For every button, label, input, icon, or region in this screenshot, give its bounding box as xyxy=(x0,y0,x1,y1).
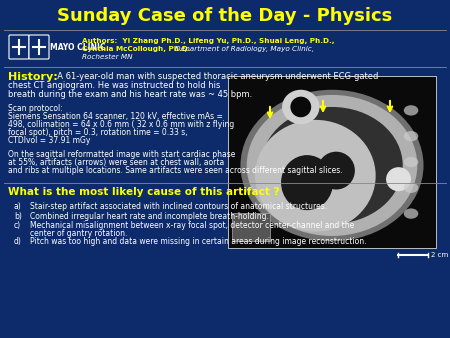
Ellipse shape xyxy=(290,97,311,117)
Text: a): a) xyxy=(14,202,22,211)
Text: Cynthia McCollough, Ph.D.: Cynthia McCollough, Ph.D. xyxy=(82,46,193,52)
Ellipse shape xyxy=(255,120,376,232)
Text: CTDIvol = 37.91 mGy: CTDIvol = 37.91 mGy xyxy=(8,136,90,145)
Ellipse shape xyxy=(404,131,419,141)
FancyBboxPatch shape xyxy=(9,35,29,59)
Text: Scan protocol:: Scan protocol: xyxy=(8,104,63,113)
Ellipse shape xyxy=(404,209,419,219)
Text: Authors:  Yi Zhang Ph.D., Lifeng Yu, Ph.D., Shuai Leng, Ph.D.,: Authors: Yi Zhang Ph.D., Lifeng Yu, Ph.D… xyxy=(82,38,334,44)
Text: Pitch was too high and data were missing in certain areas during image reconstru: Pitch was too high and data were missing… xyxy=(30,237,366,246)
Text: On the sagittal reformatted image with start cardiac phase: On the sagittal reformatted image with s… xyxy=(8,150,235,159)
Text: focal spot), pitch = 0.3, rotation time = 0.33 s,: focal spot), pitch = 0.3, rotation time … xyxy=(8,128,188,137)
Text: center of gantry rotation.: center of gantry rotation. xyxy=(30,229,127,238)
Text: A 61-year-old man with suspected thoracic aneurysm underwent ECG-gated: A 61-year-old man with suspected thoraci… xyxy=(52,72,378,81)
Text: breath during the exam and his heart rate was ~ 45 bpm.: breath during the exam and his heart rat… xyxy=(8,90,252,99)
Ellipse shape xyxy=(317,152,355,190)
Text: History:: History: xyxy=(8,72,58,82)
Text: c): c) xyxy=(14,221,21,230)
Text: b): b) xyxy=(14,212,22,221)
Text: Department of Radiology, Mayo Clinic,: Department of Radiology, Mayo Clinic, xyxy=(175,46,314,52)
Text: d): d) xyxy=(14,237,22,246)
Ellipse shape xyxy=(281,155,333,210)
Bar xyxy=(232,213,270,241)
Text: MAYO CLINIC: MAYO CLINIC xyxy=(50,43,105,51)
Text: 498, collimation = 64 x 0.6 mm ( 32 x 0.6 mm with z flying: 498, collimation = 64 x 0.6 mm ( 32 x 0.… xyxy=(8,120,234,129)
Ellipse shape xyxy=(404,105,419,116)
Ellipse shape xyxy=(261,107,403,224)
Text: at 55%, artifacts (arrows) were seen at chest wall, aorta: at 55%, artifacts (arrows) were seen at … xyxy=(8,158,224,167)
Bar xyxy=(228,76,436,248)
Ellipse shape xyxy=(240,90,423,241)
Text: Combined irregular heart rate and incomplete breath-holding.: Combined irregular heart rate and incomp… xyxy=(30,212,269,221)
Text: What is the most likely cause of this artifact ?: What is the most likely cause of this ar… xyxy=(8,187,279,197)
Text: Mechanical misalignment between x-ray focal spot, detector center-channel and th: Mechanical misalignment between x-ray fo… xyxy=(30,221,354,230)
Text: Stair-step artifact associated with inclined contours of anatomical structures.: Stair-step artifact associated with incl… xyxy=(30,202,327,211)
Text: Rochester MN: Rochester MN xyxy=(82,54,132,60)
Ellipse shape xyxy=(386,167,411,191)
Ellipse shape xyxy=(404,183,419,193)
Text: chest CT angiogram. He was instructed to hold his: chest CT angiogram. He was instructed to… xyxy=(8,81,220,90)
Ellipse shape xyxy=(247,95,417,236)
Ellipse shape xyxy=(404,157,419,167)
Text: and ribs at multiple locations. Same artifacts were seen across different sagitt: and ribs at multiple locations. Same art… xyxy=(8,166,342,175)
Ellipse shape xyxy=(282,90,319,124)
Text: Siemens Sensation 64 scanner, 120 kV, effective mAs =: Siemens Sensation 64 scanner, 120 kV, ef… xyxy=(8,112,223,121)
Text: Sunday Case of the Day - Physics: Sunday Case of the Day - Physics xyxy=(58,7,392,25)
Text: 2 cm: 2 cm xyxy=(431,252,448,258)
FancyBboxPatch shape xyxy=(29,35,49,59)
